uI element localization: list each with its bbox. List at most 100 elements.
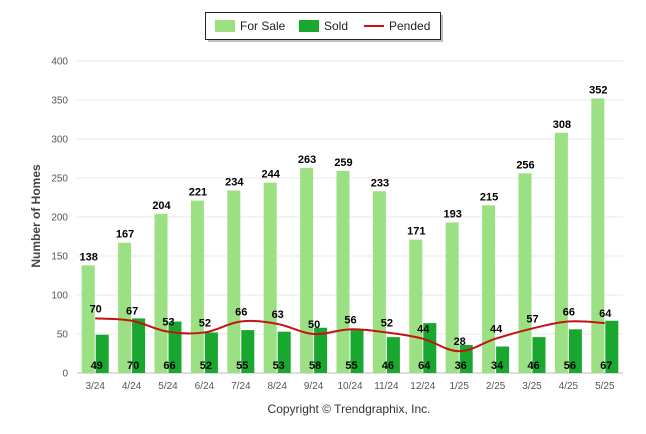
sold-bar — [241, 330, 255, 373]
pended-line — [95, 317, 605, 353]
for-sale-value-label: 221 — [189, 187, 207, 199]
for-sale-bar — [518, 173, 532, 373]
sold-value-label: 34 — [491, 360, 504, 372]
for-sale-value-label: 193 — [444, 208, 462, 220]
sold-bar — [568, 329, 582, 373]
for-sale-bar — [445, 222, 459, 373]
for-sale-bar — [372, 191, 386, 373]
for-sale-value-label: 233 — [371, 177, 389, 189]
sold-value-label: 66 — [163, 360, 175, 372]
sold-value-label: 67 — [600, 360, 612, 372]
sold-bar — [132, 318, 146, 373]
for-sale-bar — [118, 242, 132, 373]
sold-bar — [277, 331, 291, 373]
for-sale-bar — [591, 98, 605, 373]
y-tick-label: 0 — [62, 369, 68, 380]
sold-value-label: 52 — [200, 360, 212, 372]
x-tick-label: 7/24 — [231, 381, 251, 392]
legend: For Sale Sold Pended — [205, 12, 443, 42]
pended-value-label: 50 — [308, 319, 320, 331]
for-sale-value-label: 234 — [225, 176, 244, 188]
x-tick-label: 4/24 — [122, 381, 142, 392]
pended-value-label: 44 — [490, 324, 503, 336]
for-sale-value-label: 259 — [334, 157, 352, 169]
for-sale-bar — [154, 213, 168, 373]
x-tick-label: 4/25 — [559, 381, 579, 392]
legend-swatch — [299, 20, 319, 32]
pended-value-label: 63 — [272, 309, 284, 321]
data-labels: 138 49 70 167 70 67 204 66 53 221 52 52 234 55 66 244 53… — [80, 84, 613, 372]
legend-label: Sold — [324, 19, 348, 33]
pended-value-label: 52 — [381, 317, 393, 329]
pended-value-label: 52 — [199, 317, 211, 329]
x-tick-label: 1/25 — [449, 381, 469, 392]
y-axis-label: Number of Homes — [29, 164, 43, 268]
bars — [81, 98, 619, 373]
pended-value-label: 70 — [90, 303, 102, 315]
sold-value-label: 58 — [309, 360, 321, 372]
y-tick-label: 350 — [51, 96, 68, 107]
x-tick-label: 9/24 — [304, 381, 324, 392]
sold-bar — [496, 346, 510, 373]
pended-value-label: 53 — [162, 317, 174, 329]
sold-bar — [204, 332, 218, 373]
sold-value-label: 55 — [345, 360, 357, 372]
sold-bar — [350, 330, 364, 373]
x-tick-label: 11/24 — [374, 381, 399, 392]
sold-bar — [314, 327, 328, 373]
for-sale-bar — [409, 239, 423, 373]
sold-bar — [532, 337, 546, 373]
for-sale-value-label: 244 — [262, 169, 281, 181]
pended-value-label: 57 — [526, 314, 538, 326]
for-sale-value-label: 171 — [407, 226, 425, 238]
for-sale-value-label: 308 — [553, 119, 571, 131]
pended-value-label: 66 — [563, 307, 575, 319]
sold-value-label: 53 — [273, 360, 285, 372]
pended-line-path — [95, 317, 605, 353]
sold-value-label: 55 — [236, 360, 248, 372]
pended-value-label: 66 — [235, 307, 247, 319]
for-sale-value-label: 263 — [298, 154, 316, 166]
y-tick-label: 200 — [51, 213, 68, 224]
x-tick-label: 12/24 — [410, 381, 435, 392]
sold-value-label: 36 — [455, 360, 467, 372]
y-tick-label: 150 — [51, 252, 68, 263]
for-sale-bar — [300, 167, 314, 373]
x-tick-label: 8/24 — [267, 381, 287, 392]
legend-label: Pended — [389, 19, 430, 33]
pended-value-label: 44 — [417, 324, 430, 336]
x-tick-label: 3/24 — [85, 381, 105, 392]
legend-swatch — [215, 20, 235, 32]
sold-value-label: 46 — [527, 360, 539, 372]
sold-value-label: 64 — [418, 360, 431, 372]
sold-value-label: 49 — [91, 360, 103, 372]
gridlines — [77, 60, 623, 374]
for-sale-bar — [227, 190, 241, 373]
y-tick-label: 300 — [51, 135, 68, 146]
sold-bar — [95, 334, 109, 373]
legend-label: For Sale — [240, 19, 286, 33]
legend-box — [205, 12, 441, 40]
sold-bar — [168, 321, 182, 373]
x-tick-label: 3/25 — [522, 381, 542, 392]
sold-bar — [423, 323, 437, 373]
x-tick-label: 5/25 — [595, 381, 615, 392]
pended-value-label: 28 — [454, 336, 466, 348]
sold-value-label: 70 — [127, 360, 139, 372]
sold-bar — [605, 320, 619, 373]
pended-value-label: 56 — [344, 314, 356, 326]
for-sale-bar — [81, 265, 95, 373]
for-sale-value-label: 352 — [589, 84, 607, 96]
y-tick-label: 400 — [51, 57, 68, 68]
y-tick-label: 50 — [57, 330, 69, 341]
for-sale-value-label: 167 — [116, 229, 134, 241]
sold-value-label: 46 — [382, 360, 394, 372]
x-tick-label: 6/24 — [195, 381, 215, 392]
for-sale-bar — [263, 182, 277, 373]
x-axis-ticks: 3/24 4/24 5/24 6/24 7/24 8/24 9/24 10/24 11/24 12… — [85, 381, 615, 392]
for-sale-bar — [190, 200, 204, 373]
for-sale-bar — [554, 132, 568, 373]
pended-value-label: 64 — [599, 308, 612, 320]
sold-bar — [386, 337, 400, 373]
